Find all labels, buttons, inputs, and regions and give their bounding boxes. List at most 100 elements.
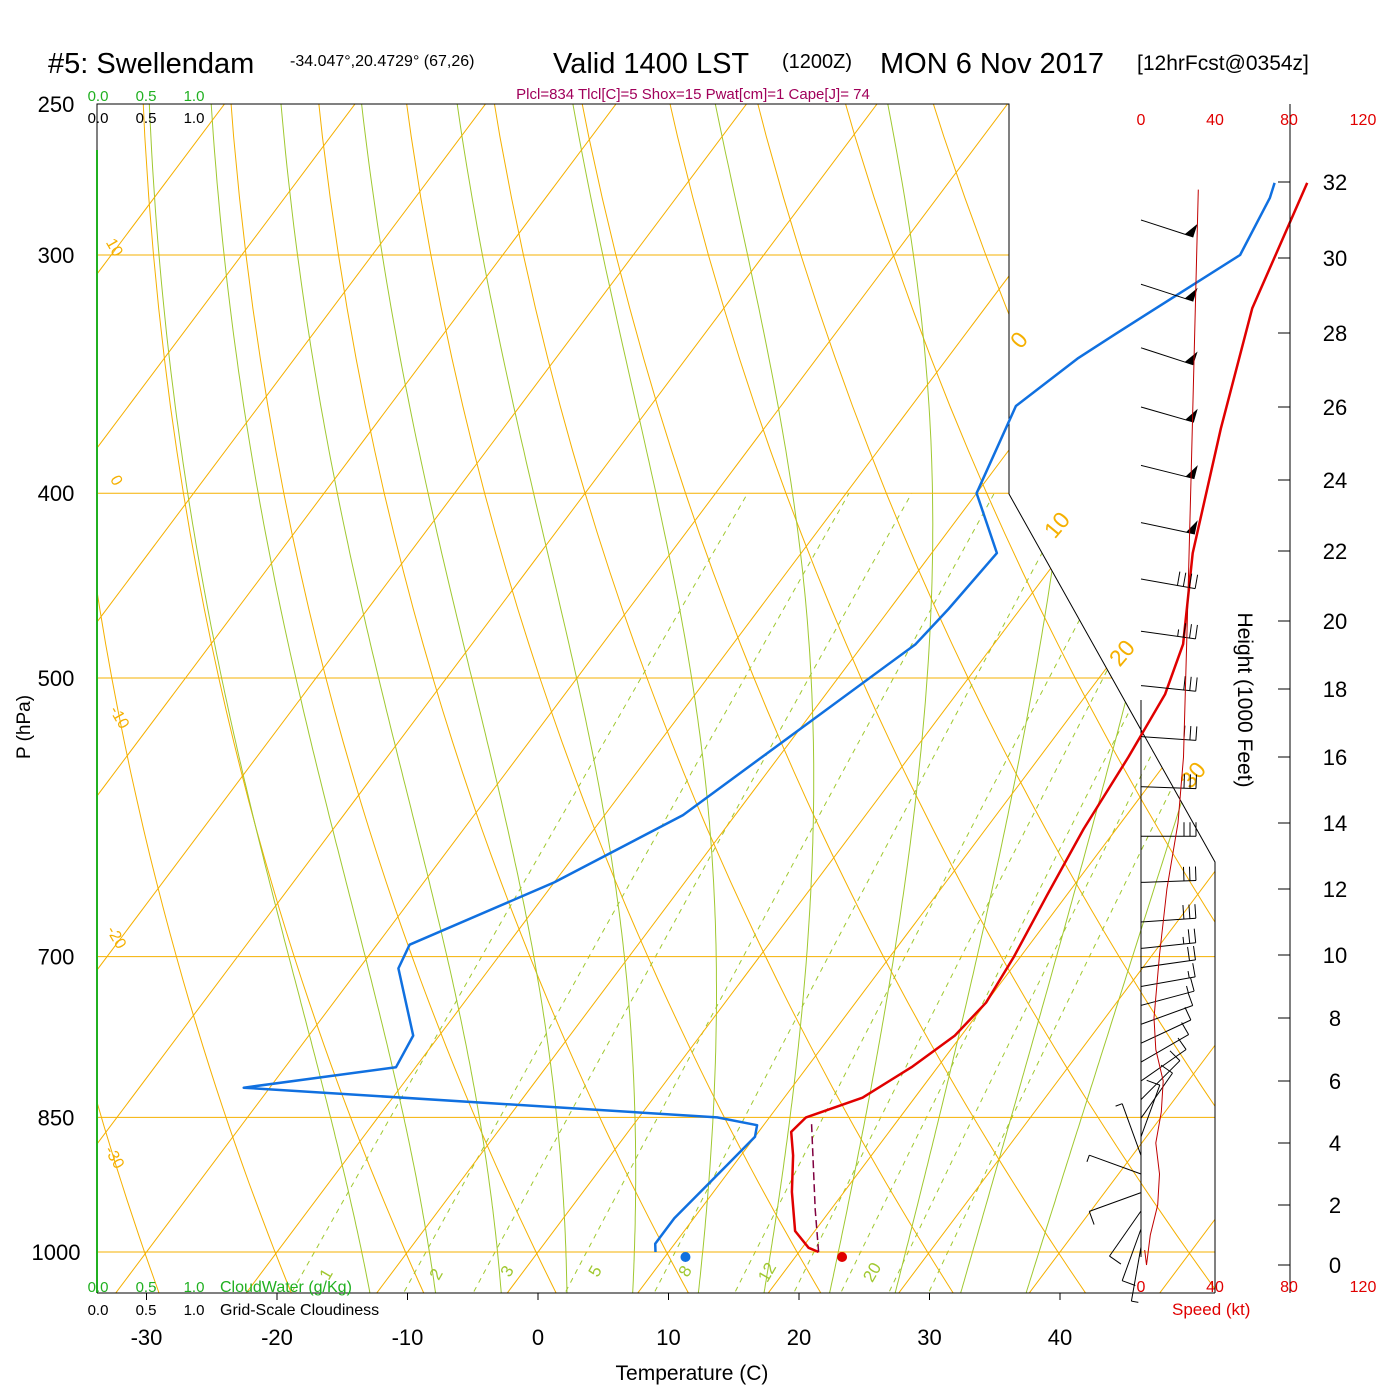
- height-tick-label: 20: [1323, 609, 1347, 634]
- valid-date: MON 6 Nov 2017: [880, 48, 1104, 80]
- isotherm: [97, 104, 512, 1293]
- pressure-tick-label: 400: [38, 481, 75, 506]
- cloud-scale-label: 1.0: [184, 1279, 205, 1296]
- wind-barb: [1140, 928, 1197, 949]
- barb-half-feather: [1187, 971, 1190, 979]
- wind-barb: [1130, 1246, 1142, 1303]
- cloud-scale-label: 1.0: [184, 1302, 205, 1319]
- mixing-ratio-lines: [286, 492, 1215, 1293]
- barb-feather: [1195, 726, 1198, 741]
- barb-staff: [1140, 283, 1194, 302]
- isotherm: [109, 104, 1034, 1293]
- barb-feather: [1160, 1064, 1173, 1074]
- barb-staff: [1130, 1246, 1142, 1302]
- barb-staff: [1140, 1005, 1193, 1025]
- dry-adiabat: [401, 104, 826, 1293]
- moist-adiabat: [208, 104, 438, 1293]
- barb-staff: [1140, 990, 1195, 1006]
- wind-barb: [1109, 1210, 1142, 1265]
- mixing-ratio-label: 12: [754, 1259, 780, 1285]
- barb-staff: [1140, 736, 1196, 741]
- isotherm: [762, 104, 1215, 1293]
- isotherm: [1023, 104, 1215, 1293]
- barb-half-feather: [1131, 1300, 1139, 1303]
- barb-staff: [1140, 786, 1197, 790]
- barb-feather: [1146, 1079, 1160, 1086]
- height-tick-label: 10: [1323, 943, 1347, 968]
- wind-barb: [1140, 774, 1197, 790]
- speed-tick-bottom: 120: [1350, 1279, 1377, 1296]
- dewpoint-line: [242, 182, 1276, 1253]
- mixing-ratio-label: 8: [675, 1262, 696, 1280]
- dry-adiabat: [97, 104, 295, 1293]
- barb-feather: [1188, 904, 1191, 919]
- wind-barb: [1140, 1007, 1192, 1044]
- wind-barb: [1115, 1103, 1142, 1156]
- barb-staff: [1140, 522, 1195, 535]
- barb-feather: [1193, 946, 1196, 961]
- barb-pennant: [1184, 287, 1198, 302]
- barb-feather: [1088, 1211, 1095, 1225]
- wind-barb: [1140, 347, 1198, 366]
- dry-adiabat-label: 10: [102, 236, 126, 260]
- speed-tick-bottom: 40: [1206, 1279, 1224, 1296]
- wind-speed-line: [1144, 189, 1199, 1266]
- dry-adiabat: [1356, 70, 1400, 1300]
- cloud-scale-label: 1.0: [184, 88, 205, 105]
- barb-feather: [1176, 571, 1181, 586]
- moist-adiabat: [566, 104, 717, 1293]
- height-tick-label: 16: [1323, 745, 1347, 770]
- dry-adiabat-label: -20: [103, 923, 129, 952]
- barb-staff: [1140, 685, 1196, 692]
- wind-barb: [1140, 904, 1197, 923]
- moist-adiabat-label: 10: [1039, 507, 1075, 543]
- mixing-ratio-line: [399, 492, 850, 1293]
- mixing-ratio-line: [560, 492, 995, 1293]
- height-tick-label: 30: [1323, 246, 1347, 271]
- isotherm: [97, 104, 381, 1293]
- wind-barb: [1140, 1079, 1161, 1137]
- barb-half-feather: [1086, 1155, 1090, 1162]
- barb-feather: [1109, 1255, 1122, 1265]
- cloud-scale-label: 0.0: [88, 88, 109, 105]
- barb-staff: [1140, 406, 1195, 423]
- barb-feather: [1190, 977, 1195, 992]
- barb-staff: [1121, 1228, 1142, 1281]
- wind-barb: [1140, 725, 1198, 741]
- barb-staff: [1140, 1034, 1189, 1063]
- isotherm: [97, 104, 773, 1293]
- cloud-scale-label: 0.0: [88, 1302, 109, 1319]
- moist-adiabat: [827, 104, 934, 1293]
- mixing-ratio-line: [468, 492, 913, 1293]
- dry-adiabat: [835, 104, 1215, 1293]
- barb-feather: [1183, 676, 1186, 691]
- height-tick-label: 0: [1329, 1253, 1341, 1278]
- height-tick-label: 28: [1323, 321, 1347, 346]
- cloud-scale-label: 0.5: [136, 110, 157, 127]
- speed-tick-bottom: 80: [1280, 1279, 1298, 1296]
- barb-feather: [1182, 572, 1187, 587]
- height-tick-label: 6: [1329, 1069, 1341, 1094]
- sounding-indices: Plcl=834 Tlcl[C]=5 Shox=15 Pwat[cm]=1 Ca…: [516, 86, 870, 103]
- mixing-ratio-line: [789, 492, 1200, 1293]
- wind-barb: [1140, 992, 1194, 1025]
- barb-staff: [1140, 1084, 1161, 1137]
- barb-feather: [1189, 726, 1192, 741]
- wind-barbs: [1086, 219, 1199, 1303]
- barb-half-feather: [1115, 1103, 1123, 1107]
- wind-barb: [1140, 520, 1198, 535]
- y-axis-title: P (hPa): [14, 695, 35, 759]
- barb-staff: [1140, 1060, 1181, 1100]
- dry-adiabat: [0, 70, 29, 1300]
- dry-adiabat: [575, 104, 1091, 1293]
- mixing-ratio-line: [286, 492, 749, 1293]
- speed-tick-bottom: 0: [1137, 1279, 1146, 1296]
- barb-staff: [1140, 959, 1196, 969]
- height-tick-label: 14: [1323, 811, 1347, 836]
- height-tick-label: 32: [1323, 170, 1347, 195]
- mixing-ratio-label: 2: [426, 1265, 447, 1283]
- barb-pennant: [1184, 223, 1198, 237]
- wind-speed-profile: [1144, 189, 1199, 1266]
- height-tick-label: 12: [1323, 877, 1347, 902]
